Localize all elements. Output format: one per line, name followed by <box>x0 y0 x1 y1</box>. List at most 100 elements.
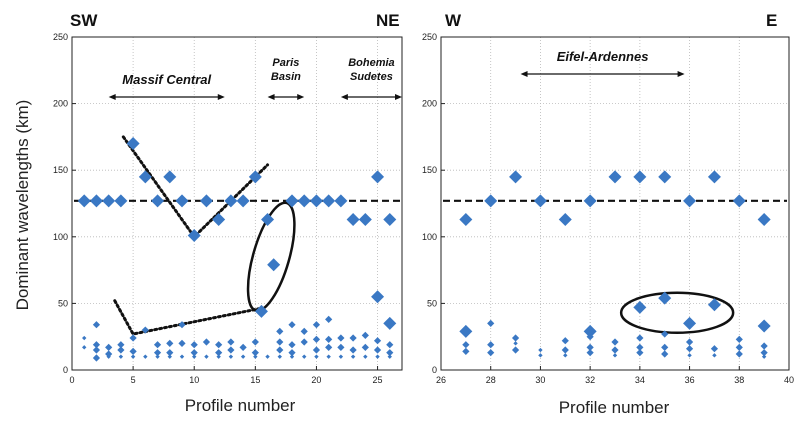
data-point-tiny <box>375 354 380 359</box>
data-point-small <box>636 334 644 342</box>
data-point-small <box>487 341 495 349</box>
left-x-tick-label: 15 <box>250 375 260 385</box>
left-y-tick-label: 200 <box>53 99 68 109</box>
data-point-small <box>178 339 186 347</box>
data-point-small <box>586 343 594 351</box>
data-point-tiny <box>687 353 692 358</box>
data-point-tiny <box>167 354 172 359</box>
data-point-tiny <box>363 354 368 359</box>
data-point-large <box>224 194 238 208</box>
data-point-small <box>141 326 149 334</box>
data-point-tiny <box>712 353 717 358</box>
data-point-tiny <box>216 354 221 359</box>
left-y-tick-label: 150 <box>53 165 68 175</box>
data-point-small <box>349 334 357 342</box>
region-label: Bohemia <box>348 57 394 69</box>
data-point-tiny <box>240 354 246 359</box>
data-point-tiny <box>289 354 295 359</box>
data-point-small <box>337 334 345 342</box>
data-point-small <box>611 338 619 346</box>
region-label: Eifel-Ardennes <box>557 49 649 64</box>
data-point-small <box>288 349 296 357</box>
right-x-tick-label: 40 <box>784 375 794 385</box>
data-point-large <box>583 324 597 338</box>
data-point-small <box>117 341 125 349</box>
highlight-ellipse <box>619 291 735 334</box>
right-y-tick-label: 250 <box>422 32 437 42</box>
data-point-small <box>685 338 694 346</box>
data-point-large <box>383 316 397 330</box>
left-region-arrowhead <box>267 94 275 100</box>
data-point-large <box>175 194 189 208</box>
data-point-tiny <box>118 354 124 359</box>
data-point-large <box>267 258 281 272</box>
data-point-small <box>636 343 644 351</box>
right-direction-e: E <box>766 11 777 30</box>
data-point-large <box>102 194 116 208</box>
data-point-small <box>215 349 223 357</box>
data-point-large <box>151 194 165 208</box>
data-point-small <box>349 346 357 354</box>
left-plot-area: 0 50 100 150 200 250 0 5 10 15 20 25 Massif Central P… <box>53 32 403 385</box>
left-y-tick-label: 250 <box>53 32 68 42</box>
data-point-tiny <box>265 354 270 359</box>
data-point-large <box>533 194 547 208</box>
data-point-small <box>325 315 333 323</box>
right-x-tick-label: 30 <box>535 375 545 385</box>
data-point-tiny <box>302 354 307 359</box>
data-point-large <box>248 170 262 184</box>
data-point-large <box>138 170 152 184</box>
data-point-large <box>346 212 360 226</box>
data-point-small <box>190 341 198 349</box>
data-point-tiny <box>563 353 568 358</box>
data-point-tiny <box>82 335 87 341</box>
data-point-small <box>760 342 768 350</box>
data-point-large <box>509 170 523 184</box>
data-point-small <box>710 345 719 353</box>
right-y-tick-label: 150 <box>422 165 437 175</box>
data-point-large <box>126 137 140 151</box>
data-point-small <box>276 338 284 346</box>
data-point-small <box>227 338 235 346</box>
data-point-large <box>89 194 103 208</box>
highlight-ellipse <box>246 201 296 313</box>
right-region-arrowhead <box>677 71 685 77</box>
data-point-large <box>77 194 91 208</box>
data-point-tiny <box>612 353 618 358</box>
data-point-large <box>707 298 721 312</box>
data-point-small <box>105 350 113 358</box>
data-point-small <box>586 349 594 357</box>
data-point-large <box>334 194 348 208</box>
data-point-large <box>459 324 473 338</box>
left-direction-ne: NE <box>376 11 400 30</box>
data-point-small <box>760 349 768 357</box>
data-point-large <box>199 194 213 208</box>
data-point-large <box>757 212 771 226</box>
data-point-small <box>561 346 569 354</box>
data-point-small <box>611 346 619 354</box>
data-point-small <box>325 343 333 351</box>
data-point-small <box>361 343 369 351</box>
data-point-tiny <box>192 354 197 359</box>
data-point-large <box>114 194 128 208</box>
data-point-small <box>735 343 743 351</box>
left-x-tick-label: 10 <box>189 375 199 385</box>
data-point-tiny <box>228 354 234 359</box>
right-x-tick-label: 28 <box>486 375 496 385</box>
data-point-small <box>239 343 247 351</box>
left-region-arrowhead <box>108 94 116 100</box>
left-y-tick-label: 100 <box>53 232 68 242</box>
data-point-small <box>227 346 235 354</box>
data-point-small <box>487 319 495 327</box>
data-point-small <box>337 343 345 351</box>
data-point-large <box>383 212 397 226</box>
data-point-small <box>166 349 174 357</box>
data-point-small <box>92 341 101 349</box>
data-point-large <box>187 228 201 242</box>
data-point-small <box>202 338 211 346</box>
data-point-tiny <box>277 354 282 359</box>
data-point-tiny <box>314 354 319 359</box>
data-point-tiny <box>326 354 331 359</box>
left-x-tick-label: 0 <box>69 375 74 385</box>
